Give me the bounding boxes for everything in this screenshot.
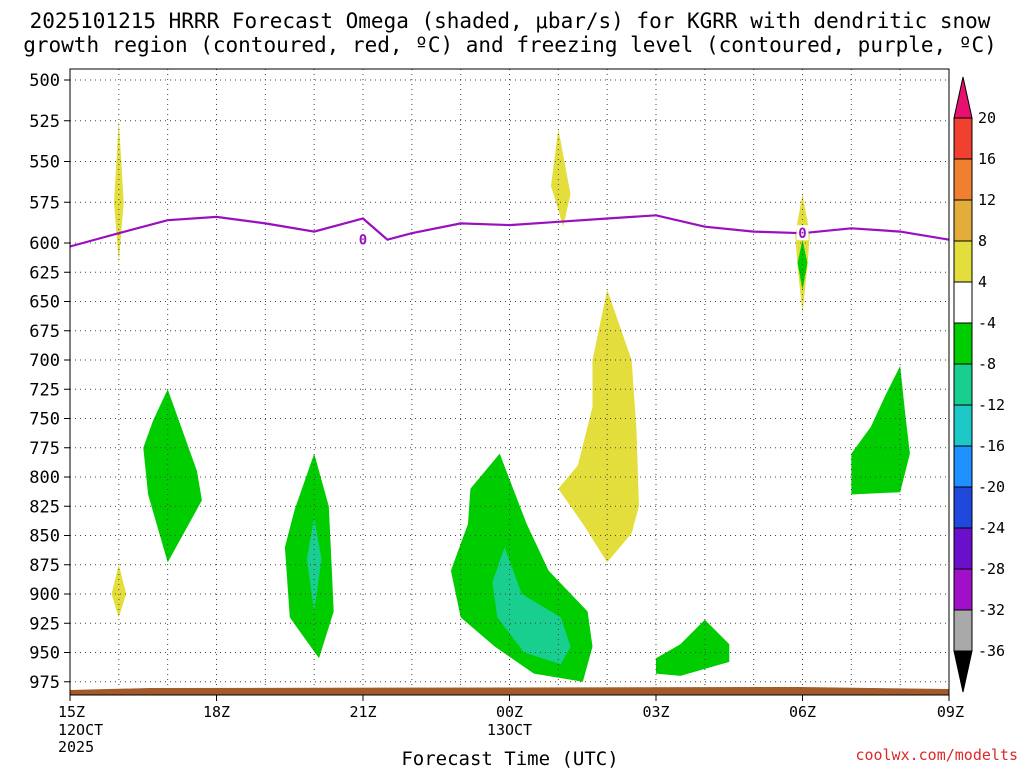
y-tick-label-725: 725 [29,380,60,400]
colorbar-label-5: -4 [978,314,996,332]
x-tick-label-2: 21Z [349,703,376,721]
colorbar-box-3 [953,199,973,242]
x-tick-label-1: 18Z [203,703,230,721]
x-tick-label-0: 15Z [58,703,85,721]
y-tick-label-550: 550 [29,153,60,173]
y-tick-label-800: 800 [29,468,60,488]
omega-minus4-1700 [143,389,202,563]
colorbar-label-1: 16 [978,150,996,168]
colorbar-cap-bottom [953,650,973,693]
colorbar-label-2: 12 [978,191,996,209]
colorbar-box-7 [953,363,973,406]
x-tick-label-4: 03Z [642,703,669,721]
colorbar-label-3: 8 [978,232,987,250]
omega-plus4-0100b [551,128,571,227]
freezing-level-label-0: 0 [359,233,367,249]
colorbar-cap-top [953,76,973,119]
ground-layer [70,687,949,695]
colorbar-label-11: -28 [978,560,1005,578]
omega-plus4-1500 [114,120,124,263]
colorbar-label-7: -12 [978,396,1005,414]
colorbar-box-5 [953,281,973,324]
colorbar-label-9: -20 [978,478,1005,496]
x-tick-date-3: 13OCT [487,721,532,739]
freezing-level-line [69,214,950,248]
x-tick-label-6: 09Z [937,703,964,721]
colorbar-label-8: -16 [978,437,1005,455]
colorbar-box-12 [953,568,973,611]
colorbar-box-6 [953,322,973,365]
colorbar-box-4 [953,240,973,283]
colorbar-box-11 [953,527,973,570]
y-tick-label-825: 825 [29,497,60,517]
pressure-axis: 500 525 550 575 600 625 650 675 700 725 750 775 800 8… [29,71,70,693]
colorbar-box-9 [953,445,973,488]
x-tick-label-3: 00Z [496,703,523,721]
omega-minus8-0000 [492,547,571,665]
chart-title-line1: 2025101215 HRRR Forecast Omega (shaded, … [30,9,991,33]
colorbar-label-4: 4 [978,273,987,291]
x-axis-title: Forecast Time (UTC) [401,748,618,768]
colorbar-box-8 [953,404,973,447]
y-tick-label-925: 925 [29,614,60,634]
omega-shading-layer [111,120,910,682]
x-tick-year-0: 2025 [58,738,94,756]
colorbar-label-13: -36 [978,642,1005,660]
x-tick-label-5: 06Z [789,703,816,721]
colorbar: 20 16 12 8 4 -4 -8 -12 -16 -20 -24 -28 -32 -36 [953,76,1005,693]
y-tick-label-700: 700 [29,351,60,371]
y-tick-label-575: 575 [29,193,60,213]
omega-plus4-0200 [558,289,639,563]
site-credit: coolwx.com/modelts [855,746,1018,764]
colorbar-box-13 [953,609,973,652]
y-tick-label-500: 500 [29,71,60,91]
y-tick-label-875: 875 [29,556,60,576]
y-tick-label-775: 775 [29,439,60,459]
freezing-level-label-1: 0 [798,226,806,242]
y-tick-label-625: 625 [29,263,60,283]
y-tick-label-600: 600 [29,234,60,254]
omega-plus4-1600 [111,564,127,618]
y-tick-label-525: 525 [29,112,60,132]
colorbar-box-10 [953,486,973,529]
y-tick-label-975: 975 [29,673,60,693]
ground-surface [70,687,949,695]
colorbar-box-2 [953,158,973,201]
colorbar-label-10: -24 [978,519,1005,537]
freezing-label-bg-0 [357,231,369,247]
y-tick-label-650: 650 [29,293,60,313]
y-tick-label-750: 750 [29,410,60,430]
y-tick-label-850: 850 [29,527,60,547]
omega-minus4-0800 [851,365,910,495]
colorbar-label-6: -8 [978,355,996,373]
colorbar-label-12: -32 [978,601,1005,619]
colorbar-box-1 [953,117,973,160]
y-tick-label-675: 675 [29,322,60,342]
omega-minus4-0300 [656,619,730,676]
colorbar-label-0: 20 [978,109,996,127]
chart-title-line2: growth region (contoured, red, ºC) and f… [23,33,997,57]
y-tick-label-900: 900 [29,585,60,605]
freezing-label-bg-1 [796,225,809,241]
y-tick-label-950: 950 [29,644,60,664]
x-tick-date-0: 12OCT [58,721,103,739]
